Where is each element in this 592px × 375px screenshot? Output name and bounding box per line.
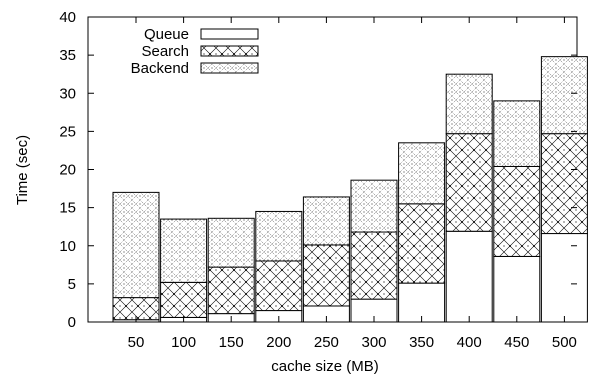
x-tick-label: 250 [314, 334, 339, 351]
y-tick-label: 40 [59, 9, 76, 26]
bars [112, 56, 588, 323]
x-tick-label: 100 [171, 334, 196, 351]
x-tick-label: 350 [409, 334, 434, 351]
bar-segment-search [302, 244, 350, 307]
bar-segment-search [493, 165, 541, 257]
bar-segment-backend [160, 218, 208, 283]
legend-label-search: Search [141, 43, 189, 60]
y-tick-label: 20 [59, 162, 76, 179]
x-axis-ticks: 50 100 150 200 250 300 350 400 450 500 [128, 17, 577, 351]
bar-segment-backend [350, 179, 398, 233]
bar-segment-backend [540, 56, 588, 135]
x-tick-label: 400 [457, 334, 482, 351]
bar-segment-backend [112, 191, 160, 299]
y-tick-label: 25 [59, 123, 76, 140]
bar-segment-backend [302, 196, 350, 246]
bar-segment-search [445, 133, 493, 232]
bar-segment-search [398, 203, 446, 284]
bar-segment-search [160, 281, 208, 318]
bar-segment-backend [207, 217, 255, 268]
bar-segment-search [540, 133, 588, 235]
legend-label-queue: Queue [144, 26, 189, 43]
x-tick-label: 200 [266, 334, 291, 351]
y-axis-title: Time (sec) [14, 135, 31, 205]
legend-label-backend: Backend [131, 60, 189, 77]
bar-segment-search [255, 260, 303, 312]
bar-segment-queue [540, 233, 588, 323]
x-tick-label: 450 [504, 334, 529, 351]
y-axis-ticks: 0 5 10 15 20 25 30 35 40 [59, 9, 577, 331]
x-tick-label: 150 [219, 334, 244, 351]
bar-segment-backend [445, 73, 493, 135]
y-tick-label: 0 [68, 314, 76, 331]
legend-swatch-queue [200, 28, 259, 40]
x-tick-label: 300 [361, 334, 386, 351]
bar-segment-queue [445, 230, 493, 323]
x-tick-label: 500 [552, 334, 577, 351]
y-tick-label: 15 [59, 200, 76, 217]
y-tick-label: 5 [68, 276, 76, 293]
y-tick-label: 30 [59, 85, 76, 102]
bar-segment-search [207, 266, 255, 315]
y-tick-label: 10 [59, 238, 76, 255]
bar-segment-queue [493, 255, 541, 323]
bar-segment-backend [255, 210, 303, 262]
bar-segment-queue [398, 282, 446, 323]
y-tick-label: 35 [59, 47, 76, 64]
x-axis-title: cache size (MB) [271, 358, 379, 375]
bar-segment-search [350, 231, 398, 300]
x-tick-label: 50 [128, 334, 145, 351]
bar-segment-backend [398, 142, 446, 205]
legend-swatch-backend [200, 62, 259, 74]
legend-swatch-search [200, 45, 259, 57]
bar-segment-backend [493, 100, 541, 167]
